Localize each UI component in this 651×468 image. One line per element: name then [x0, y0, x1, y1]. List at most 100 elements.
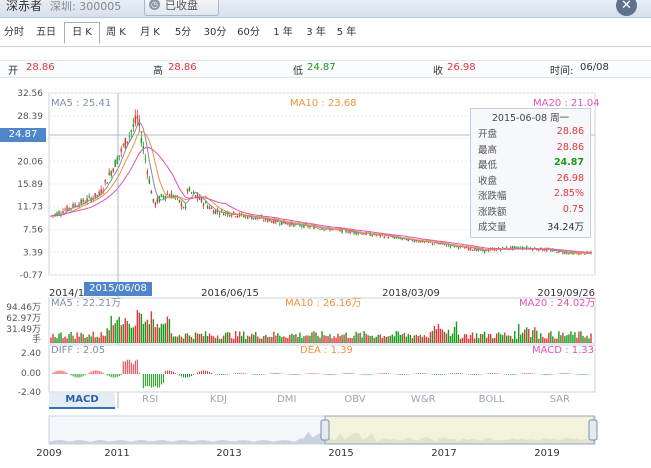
candle-body — [168, 195, 171, 197]
candle-body — [245, 215, 247, 217]
volume-bar — [293, 334, 295, 343]
volume-bar — [507, 335, 510, 343]
volume-bar — [196, 333, 199, 343]
period-tab[interactable]: 5 年 — [336, 27, 357, 38]
period-tab[interactable]: 周 K — [106, 27, 126, 38]
candle-body — [574, 251, 576, 253]
navigator-left-handle[interactable] — [320, 419, 330, 441]
candle-body — [116, 157, 118, 164]
market-status-button[interactable]: ◷ 已收盘 — [144, 0, 219, 16]
volume-bar — [170, 333, 173, 343]
volume-bar — [122, 324, 124, 343]
period-tab[interactable]: 分时 — [4, 27, 24, 38]
navigator-year: 2019 — [534, 448, 559, 459]
volume-bar — [459, 338, 462, 343]
candle-body — [60, 213, 62, 215]
indicator-tab[interactable]: RSI — [142, 394, 159, 405]
volume-bar — [58, 333, 60, 343]
volume-bar — [102, 335, 104, 343]
indicator-tab[interactable]: DMI — [277, 394, 297, 405]
volume-bar — [126, 321, 128, 343]
indicator-tab[interactable]: SAR — [549, 394, 570, 405]
crosshair-date-tag: 2015/06/08 — [84, 282, 152, 296]
tooltip-key: 开盘 — [478, 129, 498, 140]
candle-body — [267, 218, 269, 222]
price-y-tick: 15.89 — [17, 180, 43, 190]
period-tab[interactable]: 3 年 — [306, 27, 326, 38]
candle-body — [309, 226, 311, 228]
volume-bar — [471, 332, 474, 343]
volume-bar — [130, 327, 132, 343]
volume-bar — [351, 338, 353, 343]
volume-bar — [112, 325, 114, 343]
volume-bar — [349, 337, 351, 343]
volume-bar — [146, 319, 149, 343]
candle-body — [383, 236, 385, 238]
macd-y-axis: 2.40 0.00 -2.40 — [18, 349, 42, 398]
volume-bar — [355, 331, 357, 343]
volume-bar — [277, 333, 279, 343]
volume-bar — [497, 332, 500, 343]
indicator-tabs: MACD RSI KDJ DMI OBV W&R BOLL SAR — [49, 392, 595, 409]
volume-bar — [214, 338, 217, 343]
indicator-tab[interactable]: BOLL — [478, 394, 505, 405]
volume-bar — [489, 333, 492, 343]
volume-bar — [118, 316, 120, 343]
indicator-tab[interactable]: MACD — [49, 393, 115, 409]
close-button[interactable]: ✕ — [616, 0, 637, 16]
volume-bar — [475, 333, 478, 343]
date-tick: 2016/06/15 — [201, 288, 259, 299]
volume-bar — [331, 338, 333, 343]
indicator-tab[interactable]: W&R — [410, 394, 436, 405]
period-tab[interactable]: 5分 — [174, 27, 192, 38]
volume-bar — [447, 329, 450, 343]
volume-bar — [180, 336, 183, 343]
stock-name: 深赤者 — [6, 0, 43, 13]
volume-bar — [409, 335, 412, 343]
volume-bar — [329, 334, 331, 343]
candle-body — [210, 208, 213, 209]
candle-body — [263, 219, 265, 221]
volume-bar — [357, 333, 359, 343]
tooltip-key: 最高 — [478, 144, 498, 156]
volume-bar — [150, 311, 153, 343]
macd-y-tick: 2.40 — [21, 349, 41, 359]
candle-body — [317, 227, 319, 229]
price-y-tick: 7.56 — [23, 226, 43, 236]
candle-body — [110, 171, 112, 176]
period-tab[interactable]: 30分 — [203, 27, 227, 38]
date-tick: 2014/10 — [49, 288, 91, 299]
period-tab[interactable]: 1 年 — [273, 27, 293, 38]
range-navigator[interactable]: 2009 2011 2013 2015 2017 2019 — [0, 410, 651, 468]
volume-bar — [184, 333, 187, 343]
navigator-right-handle[interactable] — [588, 419, 598, 441]
candle-body — [182, 207, 185, 209]
period-tab[interactable]: 月 K — [140, 27, 160, 38]
indicator-tab[interactable]: OBV — [344, 394, 366, 405]
indicator-tab[interactable]: KDJ — [209, 394, 228, 405]
volume-bar — [132, 327, 135, 343]
volume-bar — [361, 337, 363, 343]
low-label: 低 — [293, 66, 303, 77]
volume-bar — [253, 334, 255, 343]
period-tab[interactable]: 日 K — [64, 22, 100, 44]
candle-body — [192, 192, 195, 193]
candle-body — [220, 210, 223, 211]
volume-bar — [134, 325, 137, 343]
candle-body — [331, 229, 333, 231]
period-tab[interactable]: 60分 — [237, 27, 260, 38]
period-tab[interactable]: 五日 — [36, 27, 56, 38]
volume-bar — [50, 337, 52, 343]
candle-body — [112, 168, 114, 172]
volume-bar — [423, 335, 426, 343]
volume-bar — [473, 338, 476, 343]
candle-body — [273, 218, 275, 224]
volume-bar — [116, 319, 118, 343]
candle-body — [118, 155, 120, 157]
candle-body — [214, 210, 217, 214]
tooltip-date: 2015-06-08 周一 — [491, 113, 570, 124]
volume-bar — [247, 335, 249, 343]
navigator-selection[interactable] — [324, 415, 595, 445]
candle-body — [401, 238, 403, 240]
volume-bar — [568, 334, 570, 343]
